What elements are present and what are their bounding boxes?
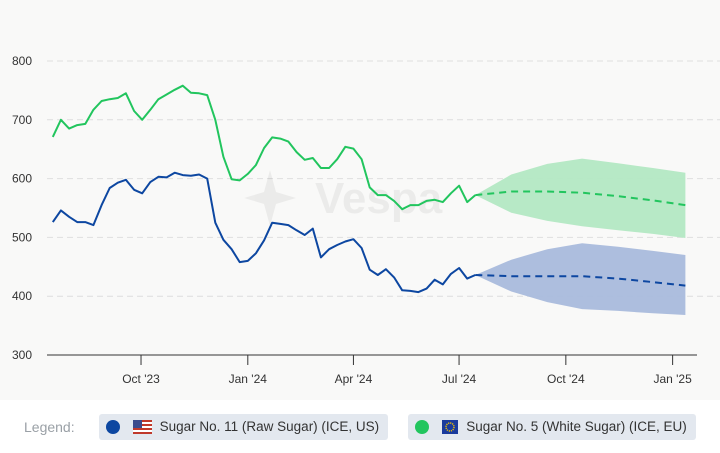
series-lines	[51, 84, 686, 294]
x-tick-label: Jan '24	[229, 372, 268, 386]
x-tick-label: Jan '25	[653, 372, 692, 386]
price-chart: 300 400 500 600 700 800 Vespa Oct '23 Jan '24 A…	[12, 54, 720, 386]
x-tick-label: Jul '24	[442, 372, 477, 386]
series-color-dot	[415, 419, 430, 434]
legend-label: Sugar No. 5 (White Sugar) (ICE, EU)	[466, 419, 687, 434]
y-tick-label: 300	[12, 348, 32, 362]
legend: Legend: Sugar No. 11 (Raw Sugar) (ICE, U…	[0, 400, 720, 453]
forecast-band-1	[475, 158, 686, 238]
x-tick-label: Apr '24	[335, 372, 373, 386]
legend-item-white-sugar[interactable]: Sugar No. 5 (White Sugar) (ICE, EU)	[408, 413, 696, 440]
y-tick-label: 400	[12, 289, 32, 303]
legend-label: Sugar No. 11 (Raw Sugar) (ICE, US)	[159, 419, 380, 434]
y-tick-label: 600	[12, 172, 32, 186]
y-tick-label: 700	[12, 113, 32, 127]
y-tick-label: 800	[12, 54, 32, 68]
svg-text:Vespa: Vespa	[315, 174, 443, 223]
us-flag-icon	[132, 419, 152, 434]
eu-flag-icon	[442, 419, 459, 434]
legend-item-raw-sugar[interactable]: Sugar No. 11 (Raw Sugar) (ICE, US)	[98, 413, 389, 440]
x-tick-label: Oct '23	[122, 372, 160, 386]
x-tick-label: Oct '24	[547, 372, 585, 386]
x-axis: Oct '23 Jan '24 Apr '24 Jul '24 Oct '24 Jan '…	[47, 354, 697, 386]
series-color-dot	[105, 419, 120, 434]
y-tick-label: 500	[12, 230, 32, 244]
forecast-band-0	[475, 243, 686, 315]
forecast-line-1	[475, 190, 686, 207]
history-line-1	[51, 84, 476, 211]
forecast-bands	[475, 158, 686, 315]
forecast-line-0	[475, 274, 686, 287]
watermark-logo: Vespa	[244, 170, 443, 226]
history-line-0	[51, 171, 476, 294]
legend-title: Legend:	[24, 418, 75, 435]
chart-area: 300 400 500 600 700 800 Vespa Oct '23 Jan '24 A…	[11, 54, 720, 386]
